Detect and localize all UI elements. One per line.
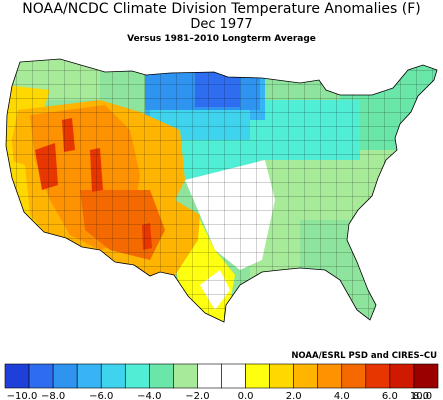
legend-tick-label: −6.0 <box>89 391 113 400</box>
legend-swatch <box>149 363 174 389</box>
legend-swatch <box>389 363 415 389</box>
legend-swatch <box>317 363 343 389</box>
legend-swatches <box>4 363 439 389</box>
legend-swatch <box>52 363 78 389</box>
legend-tick-label: 10.0 <box>410 391 432 400</box>
legend-swatch <box>269 363 294 389</box>
legend-swatch <box>173 363 198 389</box>
legend-swatch <box>245 363 270 389</box>
legend-swatch <box>413 363 439 389</box>
legend-tick-label: −8.0 <box>41 391 65 400</box>
legend-swatch <box>341 363 367 389</box>
legend-swatch <box>100 363 126 389</box>
legend-swatch <box>28 363 54 389</box>
map-date: Dec 1977 <box>190 17 253 32</box>
legend-swatch <box>293 363 319 389</box>
map-baseline-note: Versus 1981–2010 Longterm Average <box>127 34 316 44</box>
legend-tick-label: 2.0 <box>286 391 302 400</box>
legend-tick-label: 4.0 <box>334 391 350 400</box>
legend-tick-label: −4.0 <box>137 391 161 400</box>
legend-swatch <box>124 363 150 389</box>
legend-tick-label: 6.0 <box>382 391 398 400</box>
legend-swatch <box>76 363 102 389</box>
data-credit: NOAA/ESRL PSD and CIRES–CU <box>291 351 437 361</box>
map-title: NOAA/NCDC Climate Division Temperature A… <box>22 1 421 17</box>
us-climate-division-map <box>5 58 438 323</box>
legend-swatch <box>365 363 391 389</box>
legend-tick-labels: −10.0 −8.0 −6.0 −4.0 −2.0 0.0 2.0 4.0 6.0 8.010.0 <box>7 391 432 400</box>
legend-tick-label: −2.0 <box>185 391 209 400</box>
legend-swatch <box>197 363 222 389</box>
legend-tick-label: −10.0 <box>7 391 38 400</box>
legend-tick-label: 0.0 <box>238 391 254 400</box>
us-outline <box>5 58 438 323</box>
legend-swatch <box>221 363 246 389</box>
legend-tick-label: 8.0 <box>413 391 429 400</box>
legend-swatch <box>4 363 30 389</box>
